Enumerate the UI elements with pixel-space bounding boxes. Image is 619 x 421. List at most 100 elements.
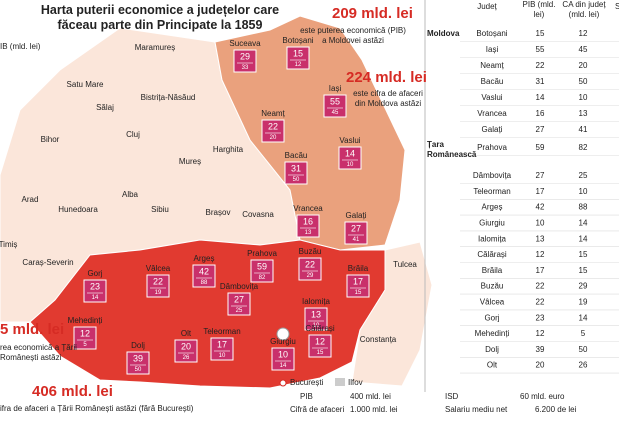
region-label: Țara Românească [427,140,477,159]
county-label: Mureș [179,157,201,166]
table-cell: Neamț [480,61,504,70]
pib-value: 20 [181,341,191,351]
county-box [308,334,332,358]
table-cell: 14 [536,93,545,102]
table-cell: Gorj [484,313,499,322]
ca-value: 25 [236,308,243,314]
legend-label: PIB [300,392,313,401]
table-cell: 41 [579,125,588,134]
annotation-value: 406 mld. lei [32,383,113,400]
county-label: Constanța [360,335,397,344]
table-cell: Brăila [482,266,503,275]
county-label: Covasna [242,210,274,219]
county-box [83,279,107,303]
table-cell: Iași [486,45,499,54]
ca-value: 20 [270,135,277,141]
table-cell: Ialomița [478,234,507,243]
county-label: Tulcea [393,260,417,269]
county-label: Brașov [206,208,231,217]
county-label: Gorj [87,269,102,278]
table-header: CA din județ (mld. lei) [562,0,606,19]
bucuresti-marker [276,327,290,341]
county-label: Vâlcea [146,264,171,273]
county-label: Satu Mare [67,80,104,89]
county-box [250,259,274,283]
table-cell: 13 [579,109,588,118]
pib-value: 22 [153,276,163,286]
legend-label: ISD [445,392,459,401]
county-box [298,257,322,281]
county-label: Harghita [213,145,244,154]
ca-value: 19 [155,290,162,296]
pib-value: 29 [240,51,250,61]
county-label: Sălaj [96,103,114,112]
county-label: Teleorman [203,327,240,336]
table-cell: 55 [536,45,545,54]
county-label: Olt [181,329,192,338]
table-cell: 20 [579,61,588,70]
legend-icon [335,378,345,386]
table-cell: Dolj [485,345,499,354]
table-cell: 29 [579,282,588,291]
region-label: Moldova [427,29,460,38]
pib-value: 39 [133,353,143,363]
county-label: Bihor [41,135,60,144]
table-cell: Vrancea [477,109,507,118]
pib-value: 15 [293,48,303,58]
county-box [271,347,295,371]
county-label: Bacău [285,151,308,160]
legend-value: 1.000 mld. lei [350,405,398,414]
ca-value: 13 [305,230,312,236]
pib-value: 23 [90,281,100,291]
table-cell: 10 [579,93,588,102]
county-label: Neamț [261,109,285,118]
table-cell: Vâlcea [480,298,505,307]
pib-value: 10 [278,349,288,359]
table-cell: Argeș [482,203,503,212]
table-cell: 39 [536,345,545,354]
annotation-text: rea economică a Țării Românești astăzi [0,343,77,362]
pib-value: 13 [311,309,321,319]
county-label: Ialomița [302,297,331,306]
county-box [338,146,362,170]
table-cell: 59 [536,143,545,152]
county-label: Brăila [348,264,369,273]
table-cell: 42 [536,203,545,212]
table-cell: Călărași [477,250,507,259]
county-label: Alba [122,190,139,199]
table-cell: Mehedinți [475,329,510,338]
table-cell: 31 [536,77,545,86]
table-cell: Botoșani [476,29,507,38]
annotation-text: este cifra de afaceri din Moldova astăzi [353,89,423,108]
table-header: PIB (mld. lei) [522,0,556,19]
table-cell: 12 [536,250,545,259]
annotation-value: 224 mld. lei [346,69,427,86]
table-cell: 16 [536,109,545,118]
county-label: Caraș-Severin [22,258,73,267]
legend-value: 400 mld. lei [350,392,391,401]
table-cell: 82 [579,143,588,152]
county-label: Dâmbovița [220,282,259,291]
county-label: Hunedoara [58,205,98,214]
county-box [323,94,347,118]
county-box [304,307,328,331]
pib-value: 55 [330,96,340,106]
table-cell: 17 [536,187,545,196]
county-label: Timiș [0,240,17,249]
county-label: Bistrița-Năsăud [141,93,196,102]
county-box [73,326,97,350]
table-cell: 15 [579,250,588,259]
county-label: Giurgiu [270,337,296,346]
ca-value: 29 [307,273,314,279]
table-cell: Prahova [477,143,507,152]
legend-value: 60 mld. euro [520,392,565,401]
legend-icon [279,379,287,387]
table-cell: Giurgiu [479,219,505,228]
ca-value: 10 [219,353,226,359]
county-label: Galați [346,211,367,220]
table-cell: 12 [536,329,545,338]
legend-label: Cifră de afaceri [290,405,344,414]
table-cell: Bacău [481,77,504,86]
table-cell: 13 [536,234,545,243]
ca-value: 15 [317,350,324,356]
